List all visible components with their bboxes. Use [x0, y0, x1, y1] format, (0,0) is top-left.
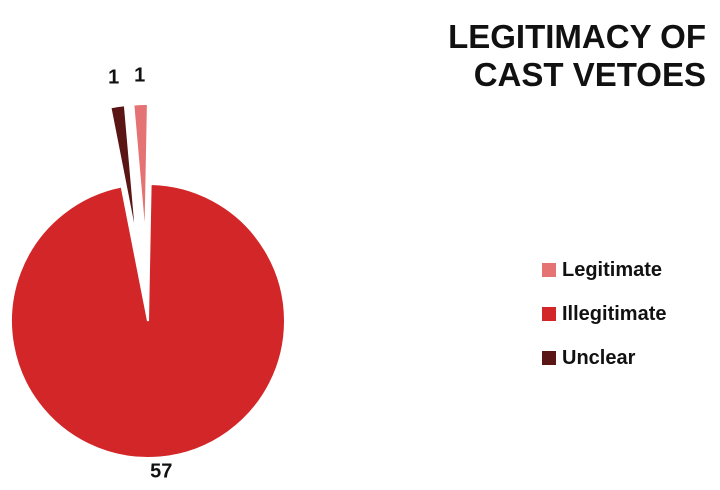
pie-slice-illegitimate — [10, 183, 287, 459]
legend-swatch-illegitimate — [542, 307, 556, 321]
pie-slice-unclear — [109, 104, 138, 242]
legend-item-legitimate: Legitimate — [542, 248, 666, 292]
legend-item-unclear: Unclear — [542, 336, 666, 380]
legend-label-illegitimate: Illegitimate — [562, 302, 667, 325]
pie-slice-legitimate — [132, 103, 149, 242]
data-label-illegitimate: 57 — [150, 461, 172, 483]
chart-title-line-2: CAST VETOES — [473, 56, 706, 93]
data-label-legitimate: 1 — [134, 64, 145, 86]
legend-label-unclear: Unclear — [562, 346, 636, 369]
legend-swatch-legitimate — [542, 263, 556, 277]
chart-title-line-1: LEGITIMACY OF — [448, 18, 706, 55]
chart-title: LEGITIMACY OF CAST VETOES — [386, 18, 706, 94]
legend-swatch-unclear — [542, 351, 556, 365]
legend-label-legitimate: Legitimate — [562, 258, 663, 281]
legend: Legitimate Illegitimate Unclear — [542, 248, 666, 380]
legend-item-illegitimate: Illegitimate — [542, 292, 666, 336]
data-label-unclear: 1 — [108, 67, 119, 89]
